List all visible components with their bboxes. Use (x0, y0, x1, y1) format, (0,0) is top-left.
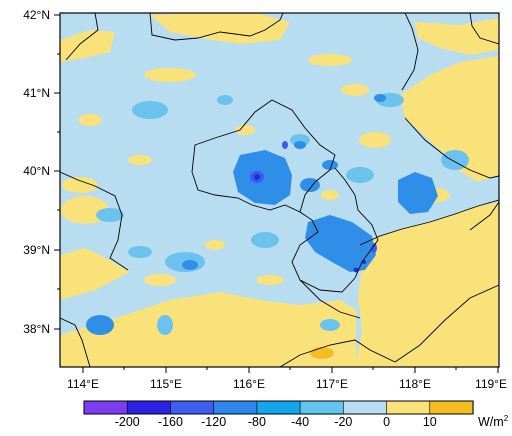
east-cluster (398, 172, 438, 214)
tianjin-core (305, 215, 376, 272)
sky-patch-10 (217, 95, 233, 105)
east-boundary-2 (469, 201, 499, 231)
lat-label-40: 40°N (23, 164, 50, 178)
colorbar-label: -80 (248, 415, 266, 429)
tianjin-boundary (291, 167, 379, 293)
sky-patch-7 (441, 150, 469, 170)
sky-patch-8 (346, 167, 374, 183)
bohai-sea-region (355, 202, 499, 367)
colorbar-box (299, 400, 344, 415)
colorbar-box (256, 400, 301, 415)
patch-e (341, 84, 369, 96)
coastline (359, 199, 499, 246)
lat-label-39: 39°N (23, 243, 50, 257)
southeast-boundary (394, 284, 499, 363)
orange-patch (310, 347, 334, 359)
colorbar-label: 0 (383, 415, 390, 429)
colorbar-labels: -200 -160 -120 -80 -40 -20 0 10 (115, 415, 437, 429)
patch-l (256, 275, 284, 285)
patch-d (308, 54, 352, 66)
lat-label-42: 42°N (23, 8, 50, 22)
colorbar-label: -40 (291, 415, 309, 429)
longitude-labels: 114°E 115°E 116°E 117°E 118°E 119°E (67, 377, 507, 391)
lon-label-115: 115°E (150, 377, 182, 391)
beijing-boundary (191, 99, 336, 213)
lon-label-119: 119°E (475, 377, 507, 391)
southwest-band-region (60, 292, 356, 367)
patch-g (359, 132, 391, 148)
mid-patch-6 (294, 141, 306, 149)
patch-n (78, 114, 102, 126)
lon-label-114: 114°E (67, 377, 99, 391)
colorbar-frame (83, 400, 474, 415)
colorbar-label: -160 (158, 415, 183, 429)
colorbar-box (213, 400, 258, 415)
hebei-north-boundary (60, 171, 129, 271)
axis-ticks (54, 14, 499, 373)
east-boundary (404, 117, 499, 179)
mid-patch-5 (182, 260, 198, 270)
colorbar-box (126, 400, 172, 415)
colorbar-box (343, 400, 388, 415)
colorbar-box (386, 400, 431, 415)
patch-k (144, 274, 176, 286)
mid-patch-3 (322, 160, 338, 170)
sky-patch-5 (251, 232, 279, 248)
north-boundary-2 (149, 13, 284, 41)
deep-spot-3 (371, 243, 377, 253)
navy-spot-1 (254, 174, 260, 180)
east-plain-region (400, 56, 499, 182)
admin-boundaries (60, 13, 499, 367)
lon-label-117: 117°E (316, 377, 348, 391)
colorbar-box (83, 400, 128, 415)
sky-patch-1 (132, 101, 168, 119)
north-region (150, 13, 290, 44)
map-plot-area (60, 13, 499, 367)
sky-patch-4 (128, 246, 152, 258)
patch-m (321, 190, 339, 200)
north-boundary (65, 13, 99, 61)
colorbar-boxes (83, 400, 474, 415)
plot-frame (59, 12, 500, 368)
patch-c (144, 68, 196, 82)
patch-f (235, 125, 255, 135)
lat-label-38: 38°N (23, 322, 50, 336)
patch-j (205, 240, 225, 250)
northwest-region (60, 30, 115, 62)
colorbar: -200 -160 -120 -80 -40 -20 0 10 W/m2 (83, 400, 509, 429)
south-boundary-3 (279, 339, 396, 367)
colorbar-unit-base: W/m (478, 415, 504, 429)
colorbar-unit: W/m2 (478, 414, 509, 429)
colorbar-box (170, 400, 215, 415)
lat-label-41: 41°N (23, 86, 50, 100)
colorbar-label: -20 (334, 415, 352, 429)
colorbar-label: 10 (423, 415, 437, 429)
positive-flux-regions (60, 13, 499, 367)
colorbar-box (429, 400, 474, 415)
mid-patch-4 (374, 94, 386, 102)
colorbar-label: -200 (115, 415, 140, 429)
colorbar-label: -120 (201, 415, 226, 429)
patch-h (128, 155, 152, 165)
strong-negative-spots (250, 141, 377, 273)
navy-spot-2 (353, 267, 359, 273)
sky-patch-11 (157, 315, 173, 335)
northeast-boundary-2 (469, 13, 499, 45)
northeast-corner-region (415, 18, 499, 55)
colorbar-unit-superscript: 2 (504, 414, 509, 423)
northeast-boundary (401, 13, 419, 91)
south-boundary-2 (60, 317, 91, 367)
sky-patch-12 (320, 319, 340, 331)
lon-label-118: 118°E (399, 377, 431, 391)
south-boundary (299, 279, 361, 319)
deep-spot-2 (282, 141, 288, 149)
lon-label-116: 116°E (233, 377, 265, 391)
sky-patch-2 (96, 208, 124, 222)
latitude-labels: 42°N 41°N 40°N 39°N 38°N (23, 8, 50, 336)
south-band-region (60, 248, 130, 300)
mid-patch-1 (86, 315, 114, 335)
patch-b (62, 177, 98, 193)
